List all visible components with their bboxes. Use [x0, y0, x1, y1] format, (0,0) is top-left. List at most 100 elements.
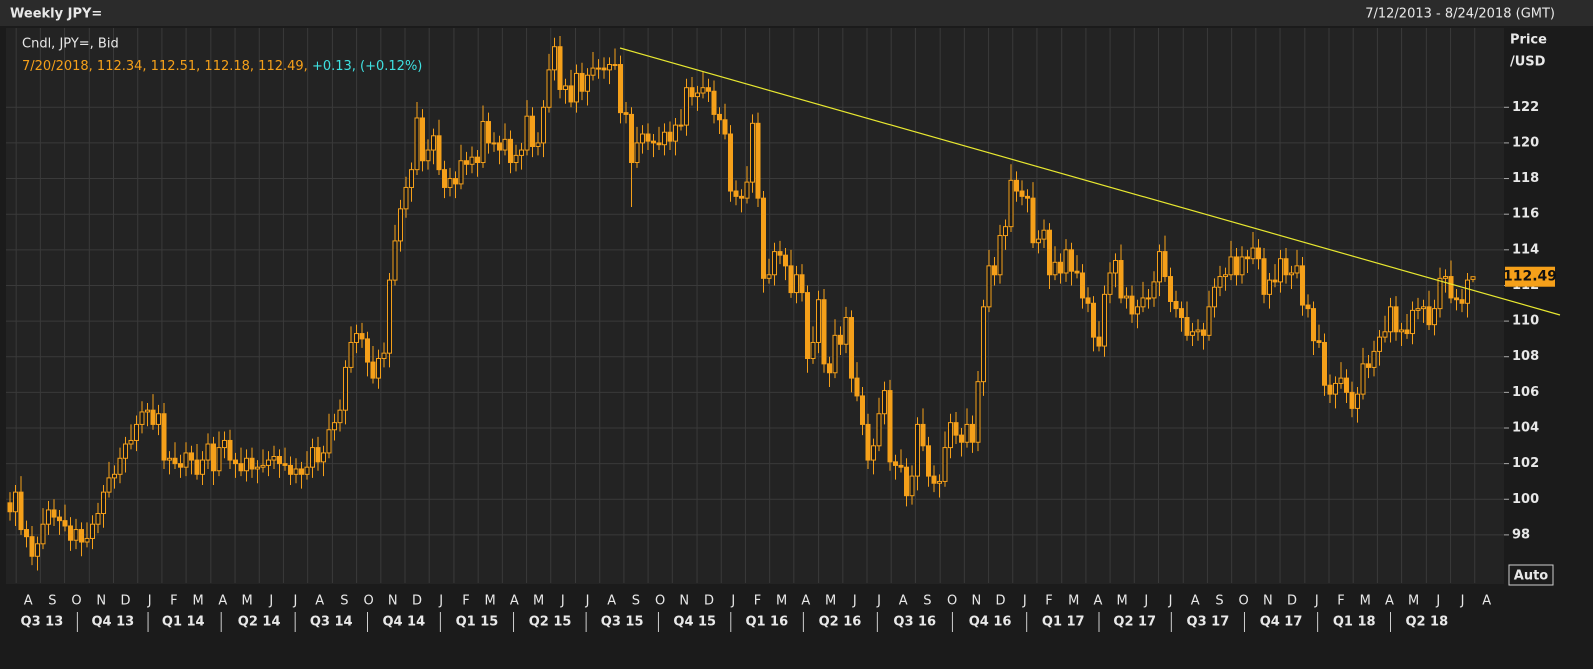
candle-body — [1113, 260, 1118, 274]
x-tick-label: S — [632, 594, 640, 609]
candle-body — [1410, 309, 1415, 335]
candle-body — [51, 509, 57, 518]
x-tick-label: J — [852, 594, 857, 609]
candle-body — [860, 395, 865, 425]
candle-body — [788, 265, 794, 294]
candle-body — [1030, 197, 1036, 244]
candle-body — [1173, 300, 1179, 310]
candle-body — [805, 292, 810, 360]
candle-body — [937, 480, 942, 484]
candle-body — [1019, 190, 1025, 197]
x-tick-label: F — [170, 594, 177, 609]
candle-body — [1316, 340, 1322, 343]
x-tick-label: A — [218, 594, 227, 609]
candle-body — [29, 536, 35, 557]
candle-body — [574, 72, 579, 103]
x-tick-label: N — [388, 594, 398, 609]
candle-body — [986, 265, 992, 308]
candle-body — [981, 306, 986, 383]
candle-body — [1421, 306, 1426, 310]
x-tick-label: A — [1385, 594, 1394, 609]
candle-body — [772, 251, 777, 276]
candle-body — [1190, 331, 1195, 336]
x-tick-label: A — [1482, 594, 1491, 609]
candle-body — [1283, 258, 1289, 276]
candle-body — [310, 447, 315, 468]
candle-body — [1366, 363, 1371, 368]
x-tick-label: S — [1215, 594, 1223, 609]
y-tick-label: 110 — [1512, 314, 1539, 329]
candle-body — [1080, 272, 1085, 299]
candle-body — [233, 459, 238, 465]
scale-mode[interactable]: Auto — [1514, 569, 1549, 584]
candle-body — [387, 279, 392, 354]
candle-body — [1140, 297, 1146, 308]
candle-body — [128, 439, 134, 445]
candle-body — [1300, 265, 1305, 306]
candle-body — [1184, 317, 1190, 336]
scale-mode-box[interactable] — [1508, 564, 1554, 586]
candle-body — [871, 445, 876, 461]
x-tick-label: O — [1239, 594, 1249, 609]
candle-body — [975, 381, 981, 443]
candle-body — [535, 142, 541, 147]
quarter-label: Q3 13 — [21, 615, 64, 630]
candle-body — [1338, 377, 1344, 384]
candle-body — [1245, 256, 1250, 260]
quarter-label: Q1 17 — [1042, 615, 1085, 630]
x-tick-label: J — [1314, 594, 1319, 609]
candle-body — [370, 361, 376, 379]
candle-body — [497, 142, 502, 151]
candle-body — [1063, 249, 1069, 274]
candle-body — [18, 491, 24, 531]
candle-body — [563, 85, 568, 90]
candle-body — [689, 87, 695, 98]
candle-body — [673, 124, 678, 142]
x-tick-label: J — [1460, 594, 1465, 609]
candle-body — [997, 235, 1003, 276]
x-tick-label: J — [268, 594, 273, 609]
candle-body — [1008, 179, 1014, 228]
candle-body — [1058, 261, 1063, 274]
candle-body — [1322, 341, 1327, 386]
quarter-label: Q2 17 — [1113, 615, 1156, 630]
candle-body — [1085, 297, 1091, 304]
candle-body — [189, 452, 194, 461]
candle-body — [288, 464, 293, 475]
x-tick-label: A — [899, 594, 908, 609]
candle-body — [568, 85, 574, 103]
candle-body — [678, 124, 684, 127]
candle-body — [1206, 306, 1212, 336]
candle-body — [1289, 272, 1294, 276]
candle-body — [1118, 260, 1124, 299]
candle-body — [640, 133, 645, 144]
candle-body — [1267, 279, 1272, 295]
candle-body — [178, 463, 183, 468]
candle-body — [277, 455, 282, 465]
x-tick-label: F — [462, 594, 469, 609]
candle-body — [931, 475, 937, 484]
x-tick-label: M — [825, 594, 836, 609]
candle-body — [414, 117, 420, 171]
candle-body — [1426, 306, 1432, 326]
candle-body — [766, 274, 772, 279]
candle-body — [293, 468, 299, 475]
candle-body — [755, 122, 761, 199]
candle-body — [882, 390, 887, 415]
candle-body — [156, 413, 161, 425]
candle-body — [530, 115, 535, 147]
candle-body — [1212, 286, 1217, 308]
candle-body — [62, 520, 68, 527]
candle-body — [1124, 295, 1129, 299]
quarter-label: Q1 14 — [162, 615, 205, 630]
candle-body — [1443, 276, 1448, 279]
candle-body — [480, 121, 486, 164]
candle-body — [403, 186, 409, 210]
candle-body — [546, 69, 552, 108]
candle-body — [601, 67, 607, 71]
candle-body — [1437, 277, 1443, 310]
quarter-label: Q3 14 — [310, 615, 353, 630]
candle-body — [799, 274, 805, 294]
candle-body — [359, 333, 365, 340]
legend-readout: 7/20/2018, 112.34, 112.51, 112.18, 112.4… — [22, 59, 422, 74]
